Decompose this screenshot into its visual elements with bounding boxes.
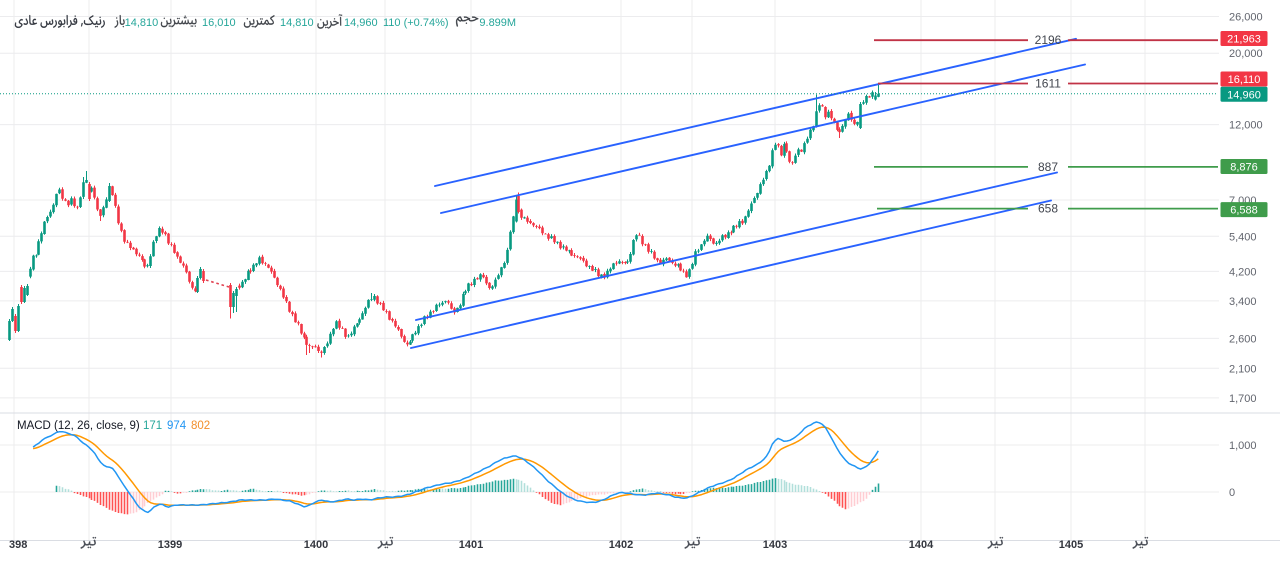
svg-text:14,960: 14,960 <box>344 17 378 29</box>
svg-text:974: 974 <box>167 420 187 432</box>
svg-text:1611: 1611 <box>1035 77 1061 91</box>
svg-text:4,200: 4,200 <box>1229 266 1257 278</box>
svg-text:2,100: 2,100 <box>1229 363 1257 375</box>
svg-text:12,000: 12,000 <box>1229 120 1263 132</box>
svg-text:1402: 1402 <box>609 539 633 551</box>
svg-text:1400: 1400 <box>304 539 328 551</box>
svg-text:2,600: 2,600 <box>1229 333 1257 345</box>
svg-text:MACD (12, 26, close, 9): MACD (12, 26, close, 9) <box>17 420 140 432</box>
svg-text:5,400: 5,400 <box>1229 231 1257 243</box>
svg-text:802: 802 <box>191 420 210 432</box>
svg-text:1,000: 1,000 <box>1229 440 1257 452</box>
svg-text:1405: 1405 <box>1059 539 1083 551</box>
svg-text:1399: 1399 <box>158 539 182 551</box>
svg-text:887: 887 <box>1038 160 1058 174</box>
svg-text:9.899M: 9.899M <box>479 17 516 29</box>
svg-text:1404: 1404 <box>909 539 934 551</box>
svg-text:14,960: 14,960 <box>1227 89 1261 101</box>
svg-text:14,810: 14,810 <box>280 17 314 29</box>
svg-text:20,000: 20,000 <box>1229 48 1263 60</box>
svg-text:1401: 1401 <box>459 539 483 551</box>
svg-text:16,110: 16,110 <box>1228 74 1261 86</box>
svg-text:16,010: 16,010 <box>202 17 236 29</box>
svg-text:14,810: 14,810 <box>125 17 159 29</box>
svg-text:398: 398 <box>9 539 27 551</box>
svg-text:171: 171 <box>143 420 162 432</box>
svg-text:658: 658 <box>1038 202 1058 216</box>
svg-text:1,700: 1,700 <box>1229 393 1257 405</box>
svg-text:6,588: 6,588 <box>1230 205 1258 217</box>
svg-text:110 (+0.74%): 110 (+0.74%) <box>383 17 449 29</box>
svg-text:2196: 2196 <box>1035 33 1062 47</box>
svg-text:0: 0 <box>1229 487 1235 499</box>
svg-text:26,000: 26,000 <box>1229 12 1263 24</box>
svg-text:1403: 1403 <box>763 539 787 551</box>
svg-text:3,400: 3,400 <box>1229 296 1257 308</box>
svg-text:8,876: 8,876 <box>1230 162 1258 174</box>
svg-text:21,963: 21,963 <box>1227 34 1261 46</box>
